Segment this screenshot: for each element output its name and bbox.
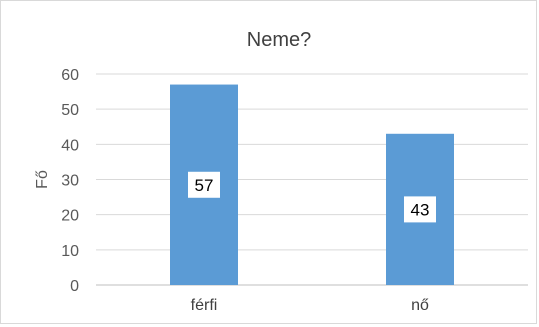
data-labels: 57 43 (188, 171, 436, 223)
data-label-box (188, 171, 220, 198)
data-label-box (404, 196, 436, 223)
y-axis-ticks: 0 10 20 30 40 50 60 (61, 67, 79, 295)
chart-title: Neme? (247, 29, 311, 51)
x-category-label: férfi (191, 297, 218, 314)
y-axis-label: Fő (34, 170, 51, 189)
data-label: 57 (195, 176, 214, 195)
gridlines (96, 73, 528, 286)
y-tick-label: 0 (70, 278, 79, 295)
y-tick-label: 60 (61, 67, 79, 84)
y-tick-label: 50 (61, 102, 79, 119)
y-tick-label: 20 (61, 208, 79, 225)
y-tick-label: 10 (61, 243, 79, 260)
y-tick-label: 40 (61, 137, 79, 154)
y-tick-label: 30 (61, 173, 79, 190)
x-category-label: nő (411, 297, 429, 314)
x-axis-categories: férfi nő (191, 297, 429, 314)
data-label: 43 (411, 200, 430, 219)
